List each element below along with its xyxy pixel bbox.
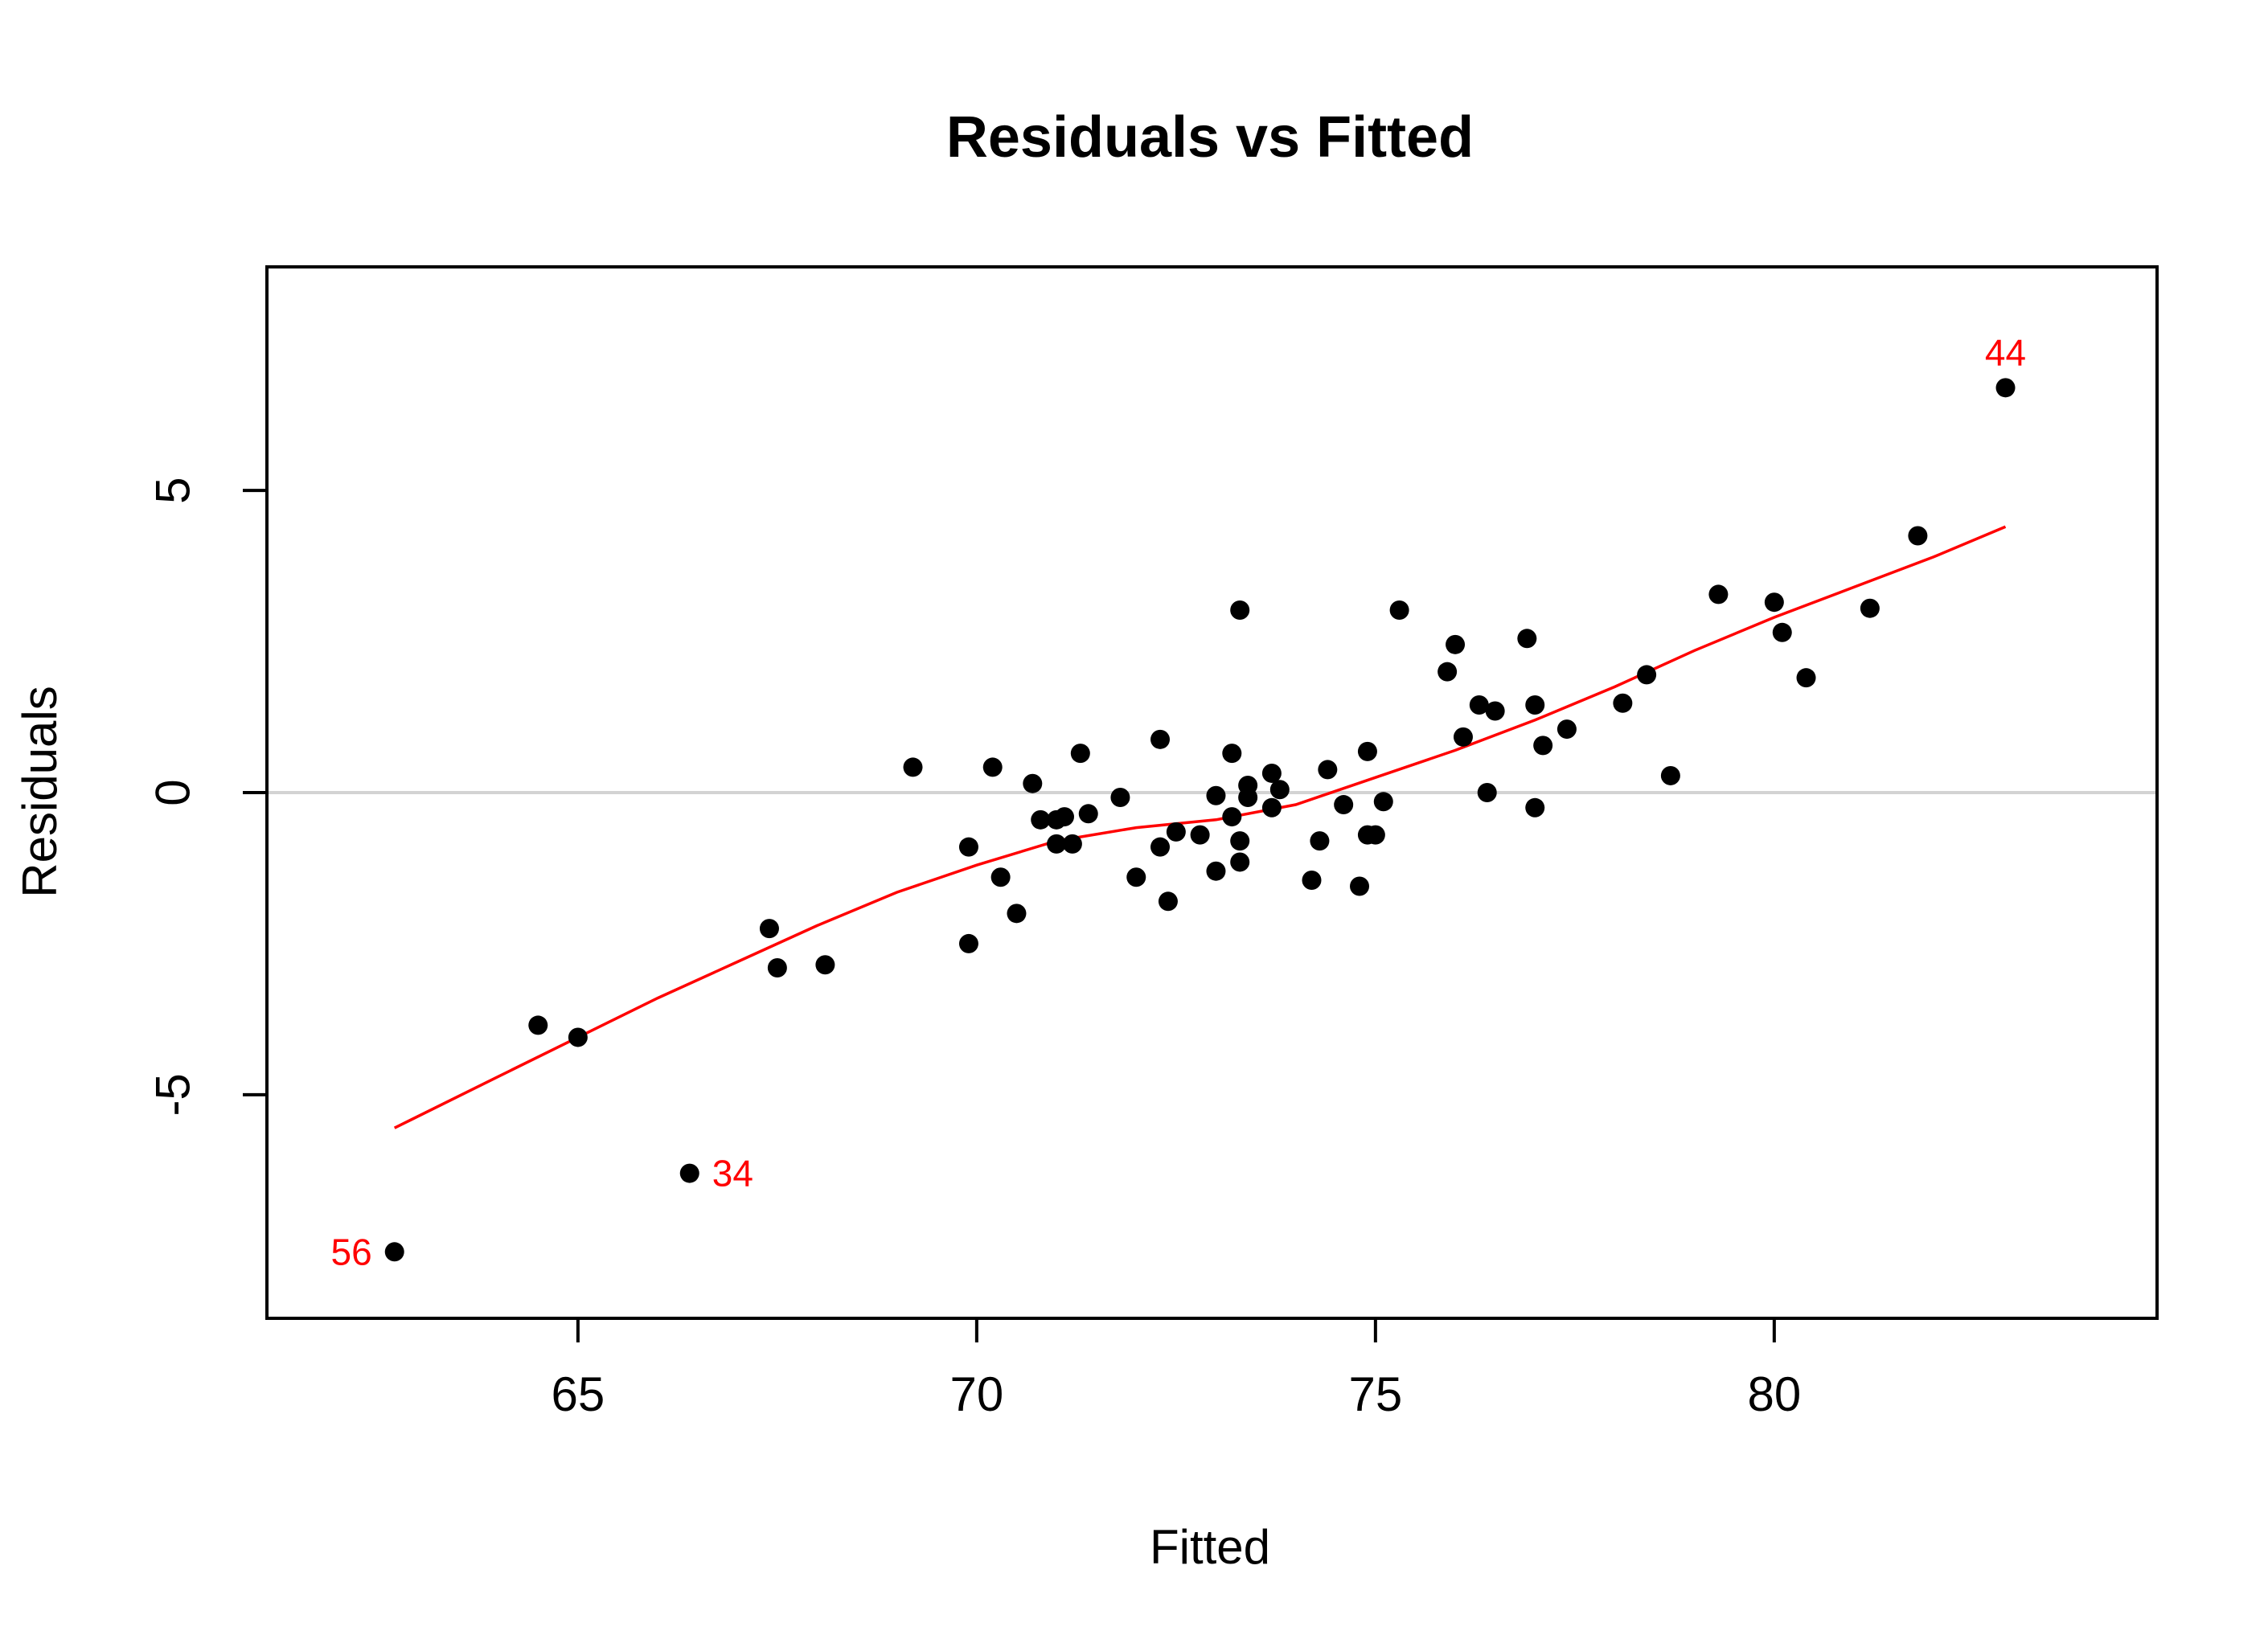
data-point xyxy=(1031,809,1051,830)
data-point xyxy=(1230,831,1250,851)
smoother-group xyxy=(393,525,2007,1129)
data-point xyxy=(1350,876,1370,896)
data-point xyxy=(1126,867,1146,887)
data-point xyxy=(679,1163,699,1183)
data-point xyxy=(528,1015,548,1035)
data-point xyxy=(1373,792,1393,812)
data-point xyxy=(815,955,835,975)
data-point xyxy=(1206,861,1226,881)
data-point xyxy=(1150,729,1171,749)
data-point xyxy=(1533,736,1553,756)
data-point xyxy=(1453,727,1473,747)
data-point xyxy=(1764,592,1784,613)
data-point xyxy=(1269,780,1290,800)
x-tick-label: 75 xyxy=(1348,1367,1402,1421)
data-point xyxy=(767,958,787,977)
data-point xyxy=(1908,526,1928,546)
data-point xyxy=(1166,822,1186,842)
outlier-labels-group: 44 34 56 xyxy=(331,331,2027,1272)
data-point xyxy=(1446,634,1466,654)
lowess-smoother-line xyxy=(393,525,2007,1129)
y-tick-label: 5 xyxy=(146,477,200,503)
data-point xyxy=(1261,763,1282,783)
data-point xyxy=(568,1027,588,1047)
data-point xyxy=(1708,584,1729,604)
points-group xyxy=(384,378,2016,1262)
data-point xyxy=(1365,825,1385,845)
data-point xyxy=(1110,788,1130,808)
data-point xyxy=(1222,807,1242,827)
plot-area: 44 34 56 xyxy=(265,265,2159,1320)
data-point xyxy=(1318,760,1338,780)
data-point xyxy=(1222,744,1242,764)
data-point xyxy=(958,837,978,857)
data-point xyxy=(903,757,923,777)
data-point xyxy=(1190,825,1210,845)
data-point xyxy=(1310,831,1330,851)
data-point xyxy=(1517,629,1537,649)
data-point xyxy=(1637,665,1657,685)
y-axis: -5 0 5 xyxy=(146,477,267,1117)
data-point xyxy=(1525,695,1545,715)
data-point xyxy=(1556,719,1577,740)
data-point xyxy=(1261,797,1282,818)
x-tick-label: 80 xyxy=(1747,1367,1801,1421)
data-point xyxy=(1357,741,1377,761)
data-point xyxy=(1047,834,1067,854)
y-tick-label: 0 xyxy=(146,779,200,805)
data-point xyxy=(1007,904,1027,924)
data-point xyxy=(1238,788,1258,808)
data-point xyxy=(1054,807,1074,827)
x-tick-label: 70 xyxy=(949,1367,1003,1421)
y-tick-label: -5 xyxy=(146,1073,200,1116)
data-point xyxy=(1860,598,1880,618)
data-point xyxy=(990,867,1011,887)
outlier-label: 44 xyxy=(1985,331,2026,373)
data-point xyxy=(1070,744,1090,764)
outlier-label: 34 xyxy=(712,1153,753,1195)
data-point xyxy=(958,933,978,953)
x-tick-label: 65 xyxy=(551,1367,605,1421)
data-point xyxy=(1078,804,1098,824)
data-point xyxy=(1389,600,1409,620)
data-point xyxy=(1150,837,1171,857)
data-point xyxy=(1334,795,1354,815)
data-point xyxy=(1485,701,1505,721)
data-point xyxy=(1995,378,2016,398)
data-point xyxy=(1613,693,1633,713)
data-point xyxy=(1302,871,1322,890)
x-axis-label: Fitted xyxy=(1150,1520,1270,1574)
data-point xyxy=(1023,773,1043,793)
x-axis: 65 70 75 80 xyxy=(551,1317,1801,1421)
data-point xyxy=(1158,891,1178,912)
data-point xyxy=(384,1242,404,1262)
data-point xyxy=(982,757,1003,777)
data-point xyxy=(1469,695,1489,715)
data-point xyxy=(1230,600,1250,620)
data-point xyxy=(1660,765,1680,785)
data-point xyxy=(1062,834,1082,854)
y-axis-label: Residuals xyxy=(13,686,67,897)
data-point xyxy=(1525,797,1545,818)
data-point xyxy=(1206,785,1226,805)
data-point xyxy=(1437,662,1458,682)
data-point xyxy=(1477,783,1497,802)
chart-title: Residuals vs Fitted xyxy=(946,105,1474,170)
data-point xyxy=(1772,622,1792,642)
data-point xyxy=(759,919,779,939)
outlier-label: 56 xyxy=(331,1231,372,1272)
data-point xyxy=(1796,668,1816,688)
data-point xyxy=(1230,852,1250,872)
